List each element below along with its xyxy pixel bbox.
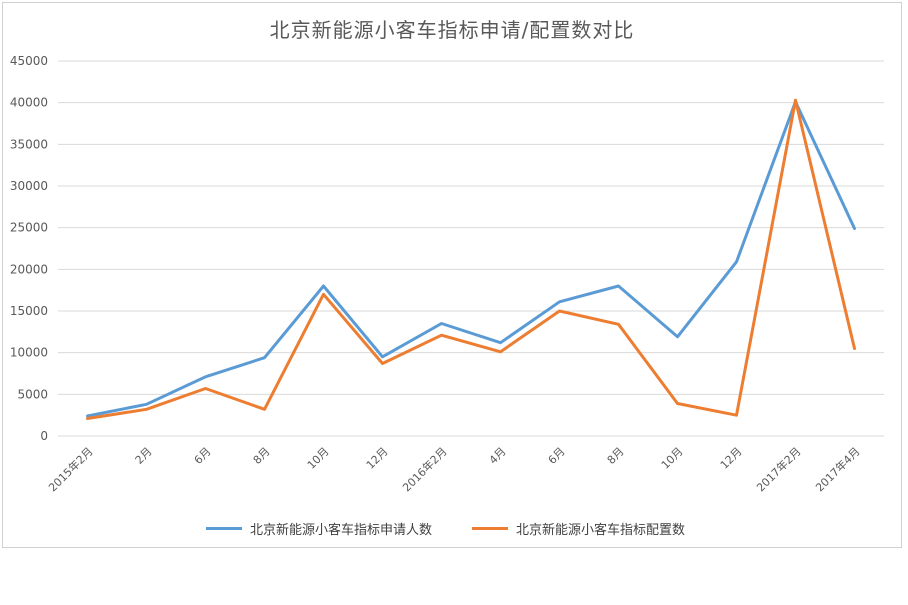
y-tick-label: 35000 bbox=[10, 137, 48, 151]
series-line-1 bbox=[86, 98, 856, 420]
y-tick-label: 15000 bbox=[10, 304, 48, 318]
legend: 北京新能源小客车指标申请人数 北京新能源小客车指标配置数 bbox=[206, 519, 685, 538]
x-tick-label: 2015年2月 bbox=[45, 444, 95, 494]
y-tick-label: 10000 bbox=[10, 346, 48, 360]
legend-item-allocations: 北京新能源小客车指标配置数 bbox=[472, 519, 685, 538]
x-tick-label: 2月 bbox=[133, 445, 155, 467]
series-line-0 bbox=[86, 100, 856, 418]
x-tick-label: 12月 bbox=[364, 445, 391, 472]
y-tick-label: 30000 bbox=[10, 179, 48, 193]
x-tick-label: 6月 bbox=[546, 445, 568, 467]
legend-swatch-allocations bbox=[472, 527, 509, 530]
x-tick-label: 2017年4月 bbox=[812, 444, 862, 494]
x-tick-label: 8月 bbox=[605, 445, 627, 467]
x-tick-label: 4月 bbox=[487, 445, 509, 467]
series-lines bbox=[86, 98, 856, 420]
x-tick-label: 8月 bbox=[251, 445, 273, 467]
y-tick-label: 5000 bbox=[17, 387, 48, 401]
x-tick-label: 10月 bbox=[305, 445, 332, 472]
y-tick-label: 25000 bbox=[10, 221, 48, 235]
y-tick-label: 45000 bbox=[10, 54, 48, 68]
legend-label-allocations: 北京新能源小客车指标配置数 bbox=[516, 523, 686, 538]
y-tick-label: 40000 bbox=[10, 96, 48, 110]
chart-title: 北京新能源小客车指标申请/配置数对比 bbox=[269, 18, 635, 42]
y-tick-label: 0 bbox=[40, 429, 48, 443]
y-axis-ticks: 0 5000 10000 15000 20000 25000 30000 35000 40000… bbox=[10, 54, 48, 443]
legend-item-applications: 北京新能源小客车指标申请人数 bbox=[206, 519, 432, 538]
x-tick-label: 2017年2月 bbox=[753, 444, 803, 494]
x-tick-label: 12月 bbox=[718, 445, 745, 472]
x-axis-ticks: 2015年2月 2月 6月 8月 10月 12月 2016年2月 4月 6月 8月 10月 12月 20… bbox=[45, 444, 862, 494]
x-tick-label: 10月 bbox=[659, 445, 686, 472]
y-tick-label: 20000 bbox=[10, 262, 48, 276]
gridlines bbox=[58, 60, 884, 437]
x-tick-label: 2016年2月 bbox=[399, 444, 449, 494]
chart-frame bbox=[2, 2, 902, 548]
legend-swatch-applications bbox=[206, 527, 242, 530]
x-tick-label: 6月 bbox=[192, 445, 214, 467]
legend-label-applications: 北京新能源小客车指标申请人数 bbox=[250, 523, 433, 538]
